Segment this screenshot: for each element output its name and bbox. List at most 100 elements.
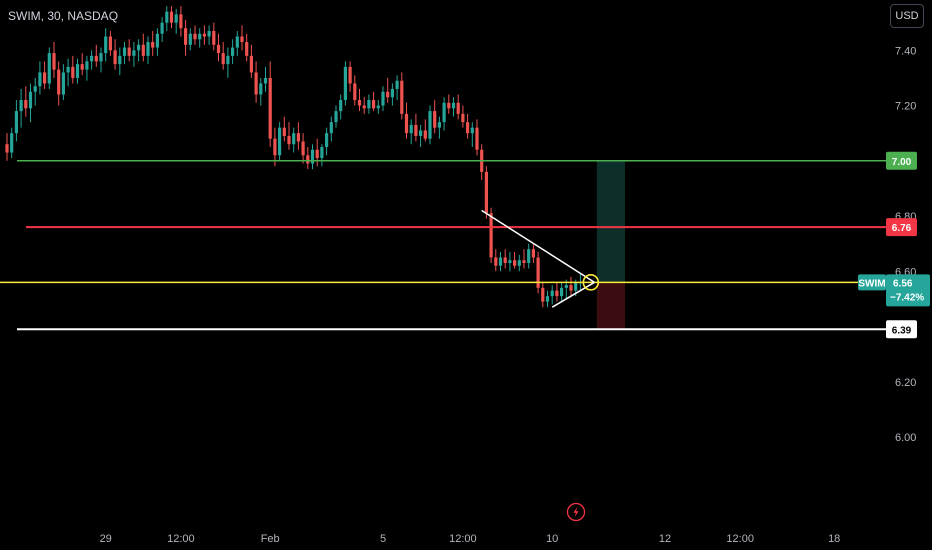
price-tick-label: 7.20 <box>895 101 916 113</box>
candle-body <box>38 72 42 87</box>
candle-body <box>555 290 559 297</box>
candle-body <box>569 285 573 291</box>
candle <box>259 77 263 106</box>
candle <box>386 77 390 103</box>
candle <box>151 30 155 56</box>
horizontal-levels[interactable] <box>0 160 886 331</box>
candle <box>33 77 37 106</box>
candle-body <box>362 105 366 109</box>
candle <box>113 39 117 70</box>
candle <box>348 61 352 92</box>
candle-body <box>522 260 526 263</box>
candle-body <box>428 111 432 139</box>
candle-body <box>99 53 103 62</box>
candle-body <box>90 55 94 62</box>
candle <box>10 127 14 159</box>
candle <box>226 47 230 78</box>
candle-body <box>296 133 300 142</box>
candle <box>315 138 319 167</box>
candle <box>376 100 380 114</box>
candle <box>198 28 202 48</box>
candle <box>263 66 268 92</box>
target-tag-label: 7.00 <box>892 157 912 168</box>
candle <box>362 97 366 114</box>
candle-body <box>61 72 65 95</box>
candle-body <box>212 30 216 45</box>
candle <box>357 88 362 112</box>
candle-body <box>57 69 61 95</box>
candle-body <box>494 257 498 266</box>
time-axis[interactable]: 29 12:00 Feb 5 12:00 10 12 12:00 18 <box>100 533 841 545</box>
lightning-icon[interactable] <box>566 502 586 522</box>
candle-body <box>343 66 347 101</box>
candle-body <box>367 100 371 109</box>
candle-body <box>254 72 258 95</box>
candle <box>456 94 460 120</box>
candle <box>498 251 503 272</box>
candle <box>522 249 526 269</box>
candle <box>560 282 564 302</box>
breakout-marker-circle[interactable] <box>582 274 600 291</box>
candle <box>90 50 94 70</box>
candle-body <box>381 91 385 106</box>
time-tick-label: 10 <box>546 533 558 545</box>
candle <box>80 53 84 76</box>
candle-body <box>329 122 333 134</box>
currency-button[interactable]: USD <box>890 4 924 28</box>
candle-body <box>574 282 578 291</box>
candle-body <box>263 77 268 84</box>
candle <box>419 124 423 147</box>
target-tag-background <box>886 151 917 170</box>
candle <box>517 254 521 272</box>
candle-body <box>447 102 451 109</box>
price-change-label: −7.42% <box>890 292 924 303</box>
candle-body <box>174 14 178 23</box>
candle-body <box>198 33 202 40</box>
candle-body <box>80 64 84 70</box>
candle <box>306 146 310 170</box>
candle <box>414 113 418 142</box>
candle <box>282 116 286 142</box>
triangle-lower-line[interactable] <box>551 281 595 308</box>
candle <box>5 133 9 161</box>
candle-body <box>24 100 28 109</box>
candle-body <box>108 36 112 51</box>
candle <box>179 6 183 37</box>
candle <box>325 127 329 156</box>
candle-body <box>179 14 183 29</box>
candle-body <box>127 47 131 56</box>
candle <box>451 97 456 117</box>
candle-body <box>75 64 80 78</box>
time-tick-label: 18 <box>828 533 840 545</box>
candle <box>334 105 338 128</box>
candle <box>184 19 188 56</box>
candle-body <box>536 257 540 288</box>
price-tick-label: 7.60 <box>895 0 916 2</box>
candle-body <box>273 138 277 156</box>
candle-body <box>423 130 427 139</box>
candle <box>94 44 98 67</box>
candle-body <box>14 111 18 134</box>
price-tag-background <box>886 274 930 307</box>
time-tick-label: 12:00 <box>726 533 754 545</box>
triangle-upper-line[interactable] <box>481 209 595 283</box>
candle-body <box>353 83 357 101</box>
candle <box>437 116 441 139</box>
candle <box>216 33 221 62</box>
candle <box>536 251 540 294</box>
candle-body <box>193 33 197 40</box>
candle <box>85 55 89 81</box>
price-tags: 7.00 6.76 6.39 SWIM 6.56 −7.42% <box>858 151 930 339</box>
candle <box>221 42 225 70</box>
candle <box>146 36 150 65</box>
candle-body <box>545 296 550 302</box>
candle-body <box>28 91 33 109</box>
candle-body <box>282 127 286 136</box>
candle-body <box>184 28 188 45</box>
candle-body <box>278 127 282 156</box>
candle <box>292 127 296 153</box>
triangle-pattern[interactable] <box>481 209 600 308</box>
candle <box>278 122 282 161</box>
